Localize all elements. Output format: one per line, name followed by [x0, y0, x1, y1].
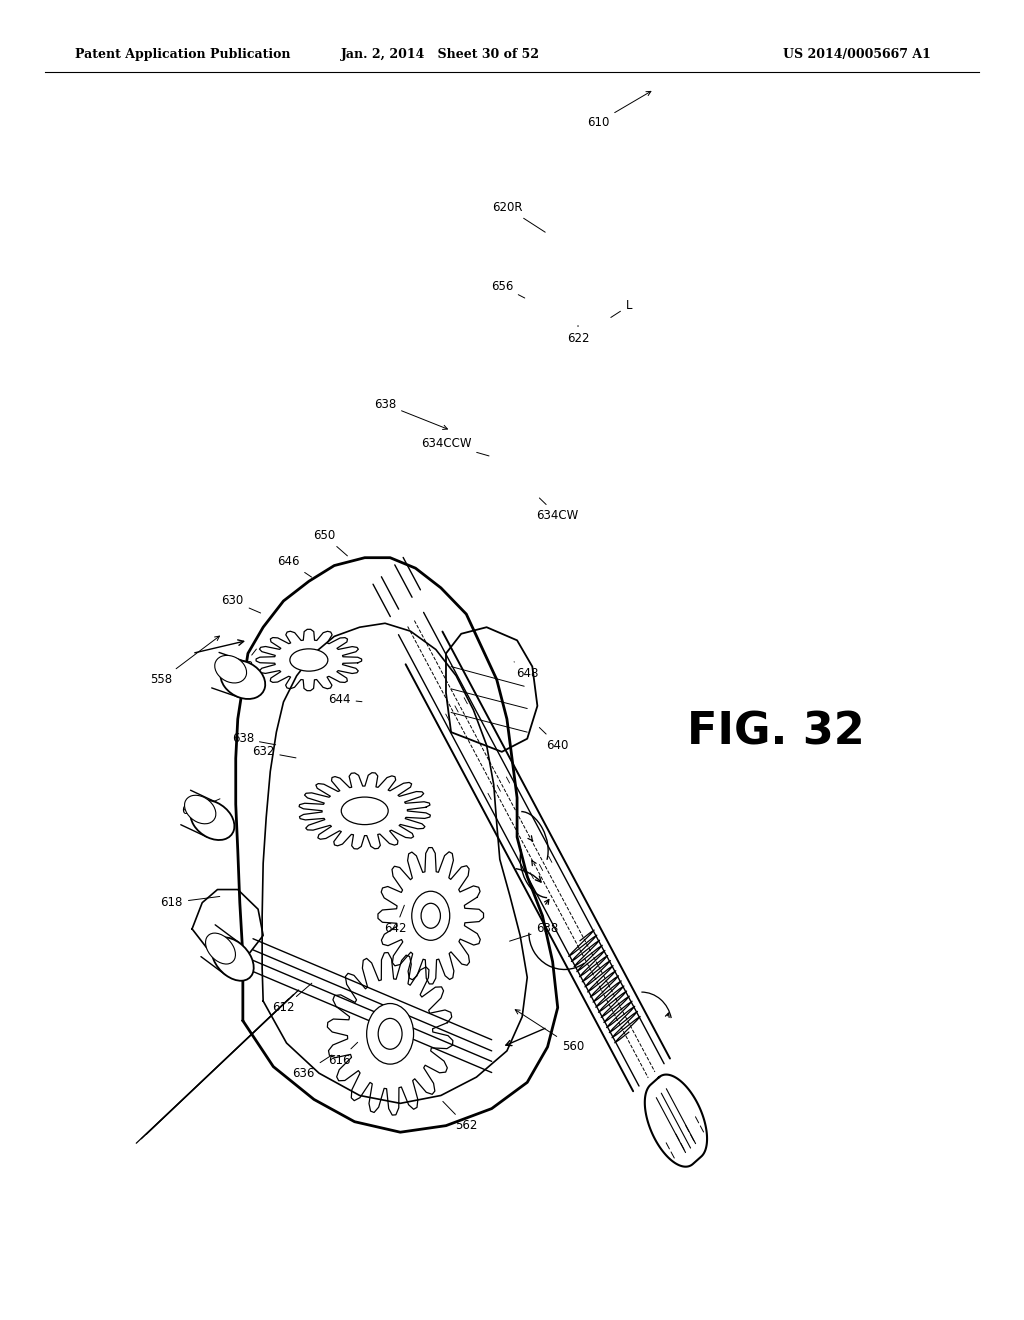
Text: 558: 558 [151, 636, 219, 686]
Ellipse shape [212, 937, 254, 981]
Text: 636: 636 [293, 1055, 332, 1080]
Circle shape [412, 891, 450, 940]
Text: Jan. 2, 2014   Sheet 30 of 52: Jan. 2, 2014 Sheet 30 of 52 [341, 48, 541, 61]
Text: 646: 646 [278, 556, 311, 577]
Text: 650: 650 [313, 529, 347, 556]
Text: Patent Application Publication: Patent Application Publication [75, 48, 291, 61]
Text: 610: 610 [587, 91, 651, 129]
Text: 638: 638 [510, 923, 559, 941]
FancyArrowPatch shape [506, 1028, 545, 1045]
Circle shape [421, 903, 440, 928]
Text: US 2014/0005667 A1: US 2014/0005667 A1 [783, 48, 931, 61]
Text: 632: 632 [252, 746, 296, 758]
Text: 634CW: 634CW [537, 498, 579, 523]
Text: 622: 622 [566, 326, 589, 345]
Ellipse shape [184, 795, 216, 824]
Text: 612: 612 [181, 799, 220, 817]
FancyArrowPatch shape [666, 1012, 669, 1018]
Ellipse shape [341, 797, 388, 825]
Text: 644: 644 [328, 693, 361, 706]
Text: L: L [611, 300, 632, 318]
Text: 616: 616 [328, 1043, 357, 1067]
Text: 562: 562 [442, 1101, 477, 1133]
Text: FIG. 32: FIG. 32 [687, 710, 865, 754]
Text: 638: 638 [374, 397, 447, 429]
FancyArrowPatch shape [195, 640, 244, 653]
Text: 642: 642 [384, 906, 407, 936]
Text: 620R: 620R [492, 201, 545, 232]
Circle shape [378, 1019, 402, 1049]
FancyArrowPatch shape [528, 836, 532, 841]
Text: 630: 630 [221, 594, 261, 612]
Text: 612: 612 [272, 983, 312, 1014]
FancyArrowPatch shape [531, 861, 537, 866]
Text: 640: 640 [540, 727, 569, 752]
Ellipse shape [215, 656, 247, 682]
Circle shape [367, 1003, 414, 1064]
Ellipse shape [290, 649, 328, 671]
Text: 618: 618 [161, 896, 220, 909]
Text: 634CCW: 634CCW [421, 437, 489, 455]
Ellipse shape [190, 800, 234, 840]
Text: 656: 656 [490, 280, 524, 298]
Text: 560: 560 [515, 1010, 584, 1053]
Text: 648: 648 [514, 661, 539, 680]
FancyArrowPatch shape [545, 899, 549, 904]
Text: 638: 638 [231, 733, 275, 746]
FancyArrowPatch shape [516, 869, 541, 882]
Ellipse shape [206, 933, 236, 964]
Ellipse shape [220, 660, 265, 700]
Text: 612: 612 [231, 649, 256, 673]
